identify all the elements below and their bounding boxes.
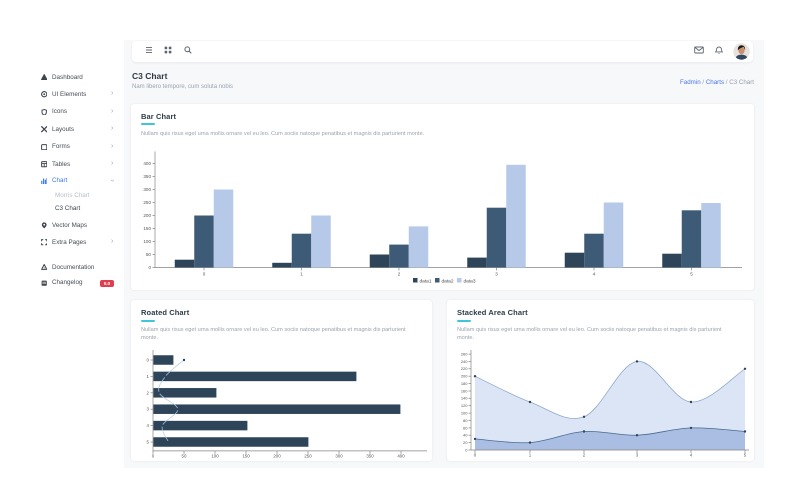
svg-text:4: 4	[690, 453, 693, 458]
svg-text:2: 2	[398, 272, 401, 277]
svg-text:1: 1	[147, 374, 150, 379]
svg-text:220: 220	[461, 366, 468, 371]
svg-text:400: 400	[397, 454, 405, 459]
svg-text:180: 180	[461, 381, 468, 386]
svg-text:4: 4	[147, 423, 150, 428]
svg-text:50: 50	[182, 454, 187, 459]
svg-text:0: 0	[474, 453, 477, 458]
svg-text:0: 0	[148, 265, 151, 270]
svg-text:260: 260	[461, 352, 468, 357]
svg-text:350: 350	[366, 454, 374, 459]
svg-text:data2: data2	[442, 278, 454, 284]
svg-text:80: 80	[463, 418, 468, 423]
svg-text:100: 100	[211, 454, 219, 459]
svg-text:data1: data1	[420, 278, 432, 284]
svg-text:1: 1	[300, 272, 303, 277]
svg-text:20: 20	[463, 440, 468, 445]
svg-text:5: 5	[147, 440, 150, 445]
svg-text:140: 140	[461, 396, 468, 401]
svg-text:350: 350	[143, 174, 151, 179]
svg-text:5: 5	[744, 453, 747, 458]
svg-text:50: 50	[146, 252, 152, 257]
svg-text:3: 3	[495, 272, 498, 277]
svg-text:3: 3	[636, 453, 639, 458]
svg-text:250: 250	[304, 454, 312, 459]
svg-text:100: 100	[143, 239, 151, 244]
svg-text:0: 0	[147, 358, 150, 363]
svg-text:200: 200	[143, 213, 151, 218]
svg-text:400: 400	[143, 161, 151, 166]
svg-text:250: 250	[143, 200, 151, 205]
svg-text:0: 0	[203, 272, 206, 277]
svg-text:150: 150	[143, 226, 151, 231]
svg-text:100: 100	[461, 411, 468, 416]
svg-text:300: 300	[335, 454, 343, 459]
svg-text:120: 120	[461, 403, 468, 408]
svg-text:4: 4	[593, 272, 596, 277]
svg-text:160: 160	[461, 388, 468, 393]
svg-text:1: 1	[529, 453, 532, 458]
svg-text:0: 0	[465, 447, 468, 452]
svg-text:200: 200	[273, 454, 281, 459]
svg-text:200: 200	[461, 374, 468, 379]
svg-text:60: 60	[463, 425, 468, 430]
svg-text:240: 240	[461, 359, 468, 364]
svg-text:5: 5	[690, 272, 693, 277]
svg-text:data3: data3	[464, 278, 476, 284]
svg-text:2: 2	[583, 453, 586, 458]
svg-text:40: 40	[463, 433, 468, 438]
svg-text:0: 0	[152, 454, 155, 459]
svg-text:150: 150	[242, 454, 250, 459]
svg-text:300: 300	[143, 187, 151, 192]
svg-text:2: 2	[147, 390, 150, 395]
svg-text:3: 3	[147, 407, 150, 412]
